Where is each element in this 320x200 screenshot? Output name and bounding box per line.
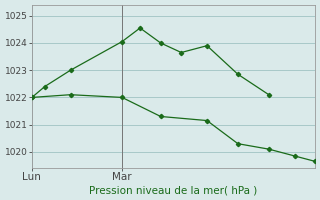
X-axis label: Pression niveau de la mer( hPa ): Pression niveau de la mer( hPa ) — [89, 185, 258, 195]
